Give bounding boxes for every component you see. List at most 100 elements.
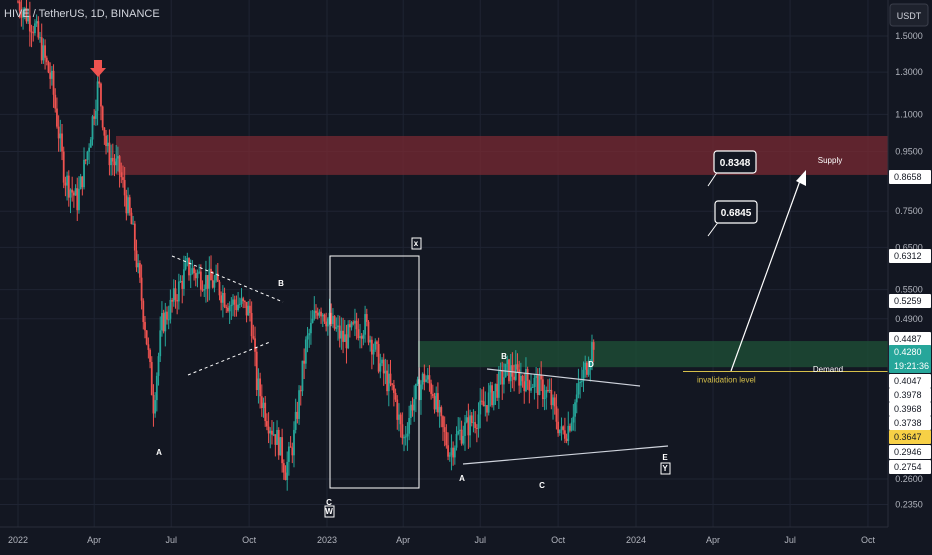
candle-body	[210, 268, 212, 281]
candle-body	[166, 311, 168, 320]
range-box	[329, 255, 420, 489]
y-tick-label: 0.2350	[895, 500, 923, 510]
candle-body	[132, 223, 135, 225]
candles	[17, 0, 595, 491]
candle-body	[562, 426, 565, 431]
candle-body	[74, 188, 77, 196]
candle-body	[240, 298, 243, 304]
candle-body	[469, 415, 471, 436]
candle-body	[352, 322, 355, 324]
candle-body	[47, 61, 50, 73]
candle-body	[350, 322, 353, 328]
candle-body	[198, 271, 201, 273]
candle-body	[286, 461, 289, 480]
candle-body	[211, 280, 214, 288]
candle-body	[447, 445, 449, 457]
candle-body	[585, 362, 588, 375]
candle-body	[545, 390, 548, 398]
y-tick-label: 0.4900	[895, 314, 923, 324]
candle-body	[113, 161, 116, 166]
candle-body	[76, 188, 79, 211]
candle-body	[96, 81, 99, 111]
candle-body	[242, 298, 245, 302]
candle-body	[399, 414, 402, 425]
candle-body	[243, 301, 246, 303]
candle-body	[249, 305, 251, 314]
candle-body	[282, 463, 285, 473]
y-tick-label: 1.3000	[895, 67, 923, 77]
candle-body	[103, 127, 106, 136]
candle-body	[508, 359, 510, 382]
candle-body	[299, 390, 302, 392]
candle-body	[250, 313, 253, 337]
candle-body	[543, 397, 546, 400]
candle-body	[414, 384, 417, 400]
candle-body	[191, 268, 194, 274]
candle-body	[550, 389, 553, 406]
currency-label: USDT	[897, 11, 922, 21]
candle-body	[342, 330, 344, 342]
candle-body	[320, 311, 322, 317]
price-label: 0.8658	[894, 172, 922, 182]
candle-body	[154, 400, 157, 414]
price-label: 0.3978	[894, 390, 922, 400]
candle-body	[274, 434, 277, 445]
candle-body	[279, 437, 282, 456]
candle-body	[281, 437, 284, 464]
candle-body	[44, 45, 46, 58]
candle-body	[421, 373, 424, 385]
price-label: 0.3968	[894, 404, 922, 414]
candle-body	[540, 374, 543, 380]
candle-body	[232, 299, 234, 305]
candle-body	[203, 289, 206, 291]
candle-body	[64, 182, 67, 186]
candle-body	[42, 45, 45, 61]
candle-body	[72, 192, 75, 196]
price-label-box	[889, 374, 931, 388]
candle-body	[155, 375, 158, 401]
candle-body	[35, 21, 38, 24]
candle-body	[484, 405, 487, 407]
candle-body	[479, 400, 482, 415]
candle-body	[345, 334, 348, 349]
candle-body	[221, 292, 224, 303]
candle-body	[384, 370, 387, 374]
candle-body	[17, 1, 19, 3]
candle-body	[489, 385, 492, 393]
candle-body	[22, 11, 24, 18]
candle-body	[487, 392, 490, 413]
candle-body	[494, 383, 497, 392]
candle-body	[91, 116, 94, 140]
candle-body	[25, 7, 28, 22]
candle-body	[259, 378, 262, 397]
candle-body	[560, 426, 563, 430]
candle-body	[553, 397, 556, 407]
candle-body	[570, 422, 573, 431]
candle-body	[157, 356, 160, 376]
candle-body	[582, 369, 585, 382]
candle-body	[547, 390, 549, 392]
candle-body	[376, 341, 378, 344]
wave-label-box	[411, 237, 422, 250]
candle-body	[465, 417, 468, 423]
x-tick-label: 2022	[8, 535, 28, 545]
candle-body	[69, 189, 72, 198]
candle-body	[262, 402, 265, 409]
candle-body	[264, 402, 267, 422]
candle-body	[265, 421, 268, 427]
candle-body	[106, 142, 109, 147]
candle-body	[435, 393, 438, 410]
candle-body	[535, 375, 538, 378]
candle-body	[509, 365, 512, 382]
chart-title: HIVE / TetherUS, 1D, BINANCE	[4, 8, 160, 20]
candle-body	[392, 385, 395, 393]
candle-body	[147, 344, 150, 350]
candle-body	[308, 333, 311, 336]
price-label: 0.4280	[894, 347, 922, 357]
wave-label: W	[325, 507, 333, 516]
candle-body	[360, 336, 363, 339]
candle-body	[387, 373, 390, 392]
candle-body	[325, 321, 328, 327]
